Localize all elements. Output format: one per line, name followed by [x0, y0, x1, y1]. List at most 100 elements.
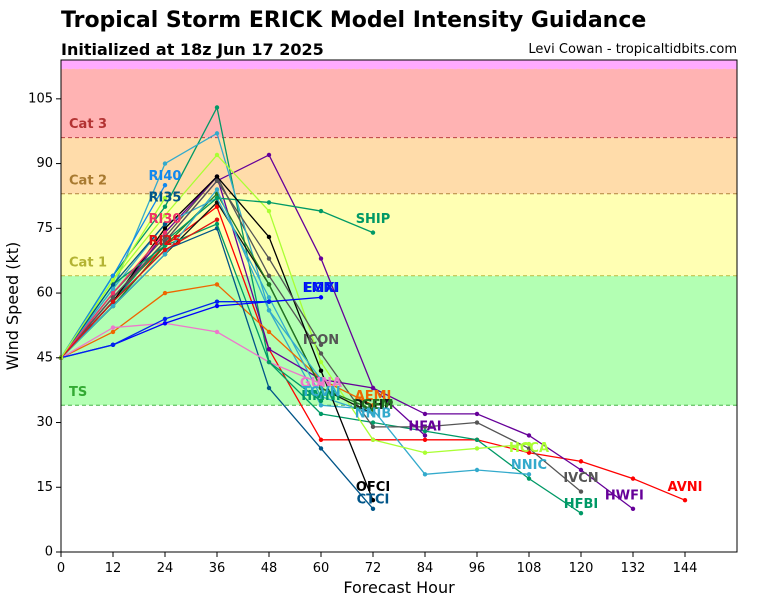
data-point	[266, 359, 272, 365]
data-point	[214, 221, 220, 227]
data-point	[266, 385, 272, 391]
series-label: IVCN	[563, 471, 598, 486]
data-point	[370, 230, 376, 235]
x-tick-label: 144	[673, 561, 698, 576]
data-point	[474, 420, 480, 425]
series-line-hcca	[60, 153, 530, 454]
data-point	[162, 243, 168, 248]
data-point	[318, 351, 324, 356]
data-point	[318, 368, 324, 373]
data-point	[266, 256, 272, 261]
data-point	[370, 498, 376, 503]
series-label: HFBI	[564, 497, 599, 512]
data-point	[162, 252, 168, 257]
category-label: TS	[69, 385, 87, 400]
category-band	[61, 60, 737, 69]
data-point	[266, 152, 272, 158]
data-point	[214, 174, 220, 179]
data-point	[318, 403, 324, 408]
x-tick-label: 132	[621, 561, 646, 576]
series-label: ICON	[303, 333, 339, 348]
data-point	[474, 446, 480, 451]
data-point	[266, 282, 272, 287]
data-point	[526, 450, 532, 455]
chart-credit: Levi Cowan - tropicaltidbits.com	[528, 42, 737, 57]
data-point	[370, 403, 376, 408]
data-point	[214, 217, 220, 222]
data-point	[422, 472, 428, 477]
data-point	[110, 299, 116, 304]
data-point	[266, 308, 272, 313]
data-point	[214, 329, 220, 335]
x-tick-label: 48	[261, 561, 278, 576]
series-line-ri25	[60, 219, 218, 359]
category-label: Cat 3	[69, 117, 107, 132]
data-point	[266, 234, 272, 240]
series-line-nnic	[60, 132, 530, 475]
data-point	[526, 476, 532, 481]
series-line-guna	[60, 322, 322, 385]
series-label: OFCI	[356, 480, 390, 495]
x-tick-label: 96	[469, 561, 486, 576]
data-point	[162, 221, 168, 227]
data-point	[162, 182, 168, 188]
data-point	[526, 433, 532, 438]
data-point	[474, 467, 480, 473]
data-point	[214, 299, 220, 304]
category-band	[61, 137, 737, 194]
data-point	[370, 420, 376, 425]
x-tick-label: 72	[365, 561, 382, 576]
data-point	[370, 411, 376, 417]
data-point	[318, 256, 324, 261]
data-point	[630, 476, 636, 481]
category-label: Cat 1	[69, 255, 107, 270]
data-point	[162, 195, 168, 201]
data-point	[266, 329, 272, 335]
data-point	[214, 303, 220, 309]
data-point	[526, 446, 532, 451]
data-point	[318, 381, 324, 386]
series-label: NNIC	[511, 458, 547, 473]
data-point	[422, 411, 428, 417]
data-point	[266, 273, 272, 278]
series-label: DSHP	[353, 398, 394, 413]
series-label: RI30	[149, 212, 182, 227]
chart-title: Tropical Storm ERICK Model Intensity Gui…	[61, 8, 647, 33]
x-axis-label: Forecast Hour	[343, 578, 455, 597]
y-tick-label: 30	[36, 415, 53, 430]
data-point	[162, 230, 168, 235]
series-label: RI40	[149, 169, 182, 184]
data-point	[162, 226, 168, 231]
data-point	[370, 424, 376, 430]
series-label: NNIB	[355, 406, 392, 421]
series-label: EMXI	[303, 281, 340, 296]
data-point	[578, 489, 584, 494]
data-point	[162, 204, 168, 209]
y-tick-label: 75	[36, 221, 53, 236]
series-label: HWFI	[605, 488, 644, 503]
data-point	[110, 325, 116, 330]
series-label: HFAI	[408, 419, 441, 434]
data-point	[266, 346, 272, 352]
y-axis-label: Wind Speed (kt)	[3, 242, 22, 371]
series-label: HMNI	[301, 389, 341, 404]
data-point	[422, 424, 428, 430]
data-point	[266, 295, 272, 300]
data-point	[162, 239, 168, 244]
data-point	[370, 385, 376, 391]
data-point	[110, 303, 116, 309]
plot-frame	[60, 59, 738, 553]
y-tick-label: 15	[36, 480, 53, 495]
series-line-tcvn	[60, 188, 322, 380]
y-tick-label: 0	[45, 545, 53, 560]
data-point	[526, 472, 532, 477]
data-point	[318, 342, 324, 348]
chart-subtitle: Initialized at 18z Jun 17 2025	[61, 40, 324, 59]
data-point	[578, 459, 584, 464]
x-tick-label: 108	[517, 561, 542, 576]
data-point	[266, 208, 272, 214]
data-point	[162, 234, 168, 240]
data-point	[110, 290, 116, 296]
data-point	[110, 286, 116, 291]
data-point	[422, 433, 428, 438]
